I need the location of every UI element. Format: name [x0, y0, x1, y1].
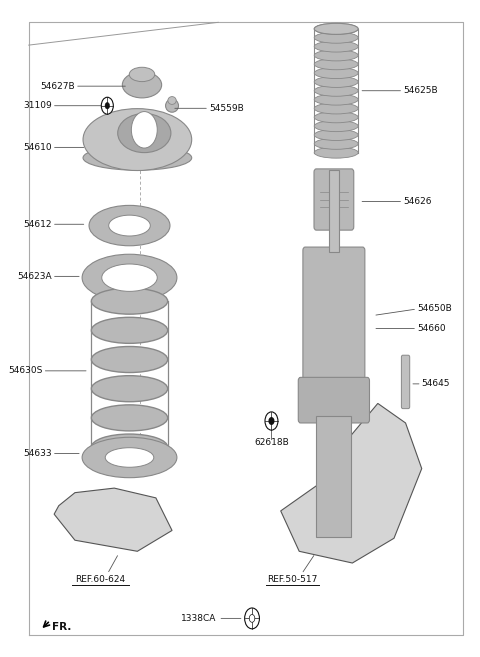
Text: REF.50-517: REF.50-517: [267, 575, 317, 584]
Circle shape: [265, 412, 278, 430]
Ellipse shape: [314, 129, 358, 141]
Ellipse shape: [91, 346, 168, 373]
Ellipse shape: [314, 147, 358, 158]
Circle shape: [269, 418, 274, 424]
Ellipse shape: [118, 114, 171, 152]
Ellipse shape: [166, 99, 179, 112]
Ellipse shape: [314, 23, 358, 34]
Ellipse shape: [82, 254, 177, 301]
FancyBboxPatch shape: [314, 169, 354, 230]
FancyBboxPatch shape: [401, 355, 410, 409]
Ellipse shape: [105, 447, 154, 467]
Text: 54660: 54660: [417, 324, 446, 333]
Ellipse shape: [91, 317, 168, 344]
Ellipse shape: [314, 50, 358, 61]
Ellipse shape: [314, 32, 358, 43]
Text: 54633: 54633: [23, 449, 52, 458]
Text: 54610: 54610: [23, 143, 52, 152]
Ellipse shape: [91, 288, 168, 314]
Ellipse shape: [91, 376, 168, 401]
Circle shape: [101, 97, 113, 114]
Ellipse shape: [89, 206, 170, 246]
Text: 54645: 54645: [422, 379, 450, 388]
Ellipse shape: [314, 120, 358, 131]
Text: 31109: 31109: [23, 101, 52, 110]
Text: 54559B: 54559B: [209, 104, 244, 113]
Ellipse shape: [102, 264, 157, 291]
Ellipse shape: [91, 434, 168, 460]
FancyBboxPatch shape: [303, 247, 365, 397]
Ellipse shape: [82, 438, 177, 478]
Ellipse shape: [314, 138, 358, 149]
Ellipse shape: [122, 72, 162, 98]
Ellipse shape: [83, 145, 192, 170]
Ellipse shape: [314, 94, 358, 105]
Text: 54623A: 54623A: [17, 272, 52, 281]
Bar: [316, 417, 351, 537]
Ellipse shape: [129, 67, 155, 81]
Text: 54612: 54612: [24, 220, 52, 229]
Text: 54650B: 54650B: [417, 304, 452, 313]
Ellipse shape: [314, 58, 358, 70]
Ellipse shape: [314, 23, 358, 34]
Polygon shape: [54, 488, 172, 551]
Polygon shape: [281, 403, 422, 563]
Circle shape: [249, 614, 255, 622]
Text: 54625B: 54625B: [403, 86, 438, 95]
Text: 62618B: 62618B: [254, 438, 289, 447]
Bar: [329, 170, 339, 252]
Text: 54630S: 54630S: [8, 367, 43, 375]
Ellipse shape: [91, 405, 168, 431]
Text: 54627B: 54627B: [40, 81, 75, 91]
Circle shape: [245, 608, 259, 629]
Ellipse shape: [314, 85, 358, 97]
Ellipse shape: [314, 76, 358, 87]
Circle shape: [132, 112, 157, 148]
Ellipse shape: [314, 103, 358, 114]
Ellipse shape: [108, 215, 150, 236]
Text: REF.60-624: REF.60-624: [75, 575, 125, 584]
Ellipse shape: [314, 68, 358, 79]
Text: FR.: FR.: [52, 622, 71, 632]
Ellipse shape: [83, 108, 192, 171]
Ellipse shape: [168, 97, 176, 104]
Text: 54626: 54626: [403, 197, 432, 206]
Circle shape: [105, 102, 109, 109]
Ellipse shape: [314, 41, 358, 52]
FancyBboxPatch shape: [298, 377, 370, 423]
Text: 1338CA: 1338CA: [180, 614, 216, 623]
Ellipse shape: [314, 112, 358, 123]
